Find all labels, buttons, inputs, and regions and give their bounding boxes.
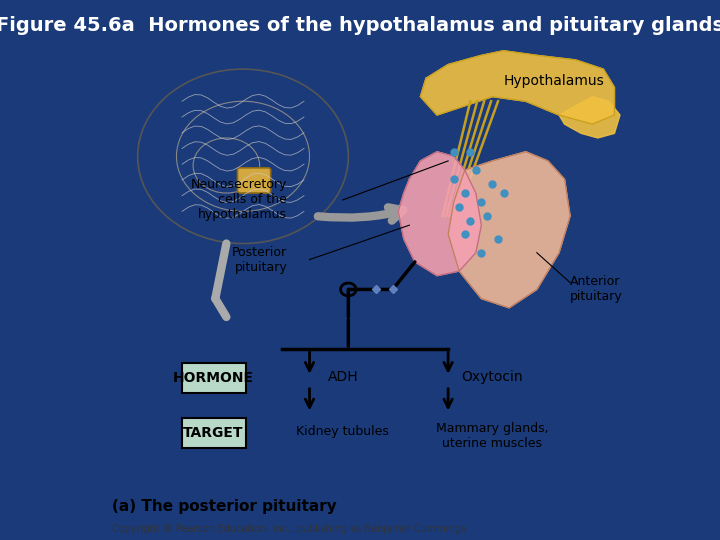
FancyBboxPatch shape bbox=[238, 168, 271, 193]
Text: ADH: ADH bbox=[328, 370, 358, 383]
Text: HORMONE: HORMONE bbox=[173, 370, 254, 384]
Text: Hypothalamus: Hypothalamus bbox=[503, 73, 604, 87]
Polygon shape bbox=[448, 152, 570, 308]
FancyBboxPatch shape bbox=[182, 418, 246, 448]
Polygon shape bbox=[420, 51, 614, 124]
Text: TARGET: TARGET bbox=[184, 426, 244, 440]
Text: Anterior
pituitary: Anterior pituitary bbox=[570, 275, 623, 303]
Text: Copyright © Pearson Education, Inc., publishing as Benjamin Cummings.: Copyright © Pearson Education, Inc., pub… bbox=[112, 524, 469, 534]
Text: Posterior
pituitary: Posterior pituitary bbox=[233, 246, 287, 274]
Text: (a) The posterior pituitary: (a) The posterior pituitary bbox=[112, 500, 336, 515]
Text: Oxytocin: Oxytocin bbox=[462, 370, 523, 383]
Text: Figure 45.6a  Hormones of the hypothalamus and pituitary glands: Figure 45.6a Hormones of the hypothalamu… bbox=[0, 16, 720, 35]
Text: Neurosecretory
cells of the
hypothalamus: Neurosecretory cells of the hypothalamus bbox=[191, 178, 287, 221]
Text: Mammary glands,
uterine muscles: Mammary glands, uterine muscles bbox=[436, 422, 549, 450]
FancyBboxPatch shape bbox=[182, 363, 246, 393]
Text: Kidney tubules: Kidney tubules bbox=[297, 425, 390, 438]
Polygon shape bbox=[398, 152, 482, 275]
Polygon shape bbox=[559, 97, 620, 138]
